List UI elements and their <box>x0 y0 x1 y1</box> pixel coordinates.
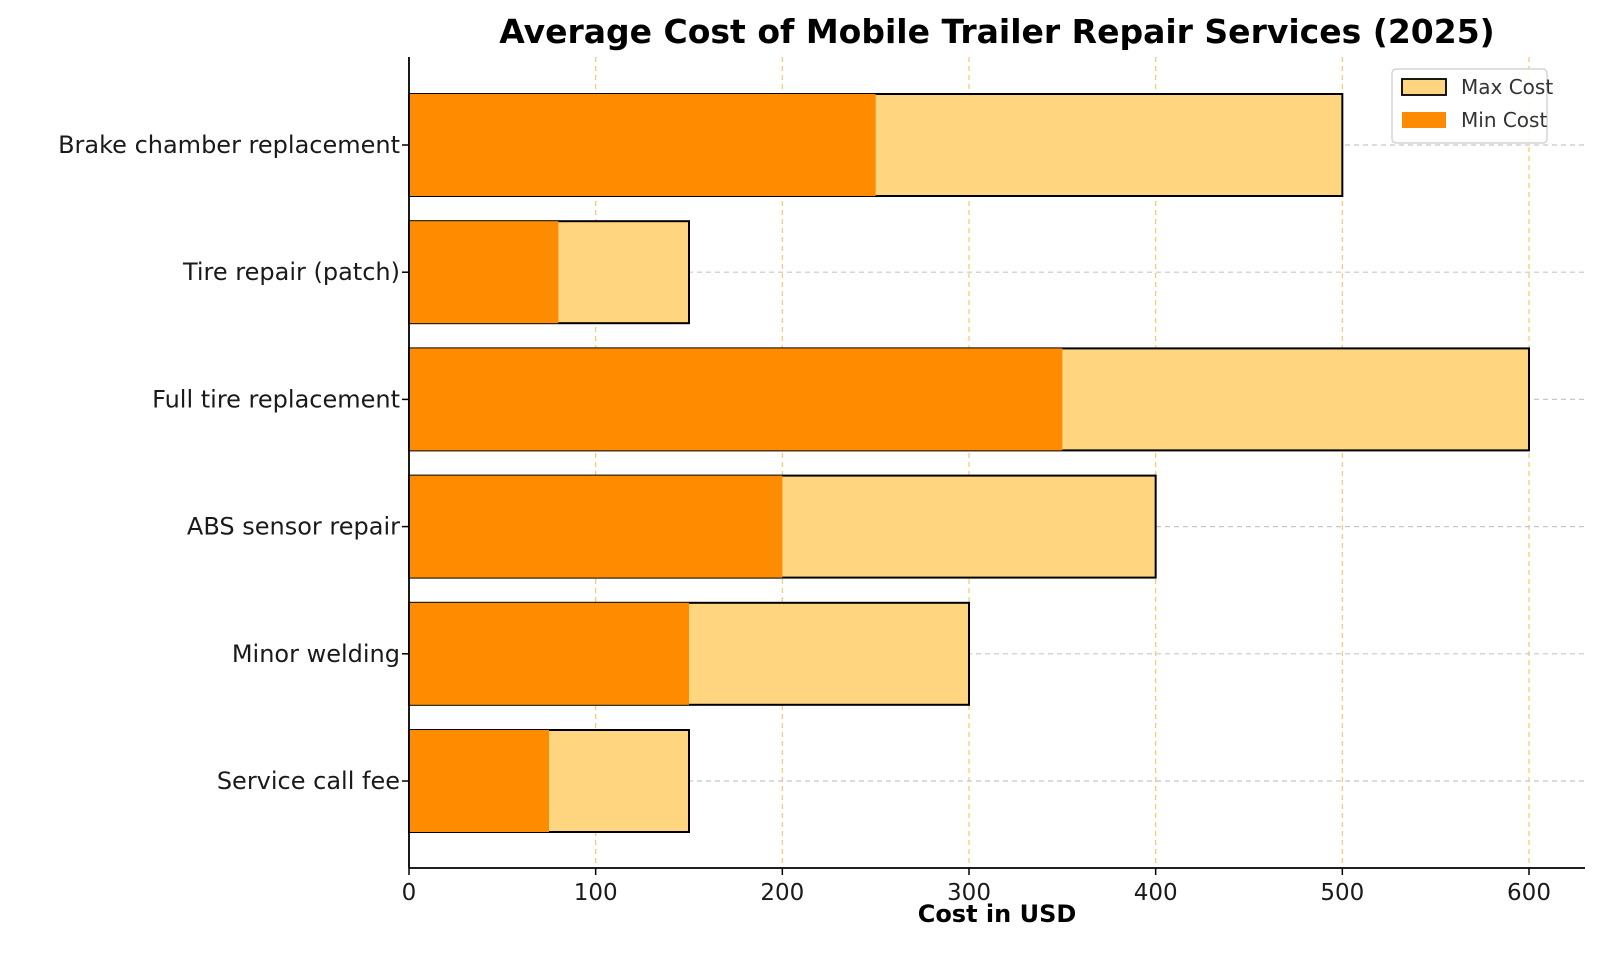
x-tick-label: 100 <box>574 880 618 906</box>
chart-title: Average Cost of Mobile Trailer Repair Se… <box>499 12 1495 51</box>
bar-min-cost <box>409 221 559 324</box>
legend-label: Min Cost <box>1461 108 1547 132</box>
category-label: Minor welding <box>232 640 400 668</box>
axes <box>408 57 1585 869</box>
bar-min-cost <box>409 475 783 578</box>
legend-label: Max Cost <box>1461 75 1553 99</box>
y-category-labels: Brake chamber replacement Tire repair (pa… <box>58 131 400 795</box>
legend: Max Cost Min Cost <box>1391 68 1553 144</box>
category-label: Tire repair (patch) <box>182 258 400 286</box>
x-axis-label: Cost in USD <box>918 900 1077 928</box>
bar-min-cost <box>409 730 549 832</box>
category-label: Brake chamber replacement <box>58 131 400 159</box>
x-ticks: 0 100 200 300 400 500 600 <box>402 144 1551 906</box>
x-tick-label: 200 <box>760 880 804 906</box>
category-label: ABS sensor repair <box>187 513 400 541</box>
bars <box>408 93 1530 833</box>
x-tick-label: 0 <box>402 880 417 906</box>
x-tick-label: 500 <box>1320 880 1364 906</box>
x-tick-label: 300 <box>947 880 991 906</box>
category-label: Full tire replacement <box>152 385 400 413</box>
category-label: Service call fee <box>217 767 400 795</box>
x-tick-label: 400 <box>1134 880 1178 906</box>
x-tick-label: 600 <box>1507 880 1551 906</box>
bar-min-cost <box>409 94 876 196</box>
legend-swatch <box>1401 78 1447 96</box>
bar-min-cost <box>409 348 1063 451</box>
bar-min-cost <box>409 602 689 705</box>
legend-swatch <box>1402 112 1446 128</box>
